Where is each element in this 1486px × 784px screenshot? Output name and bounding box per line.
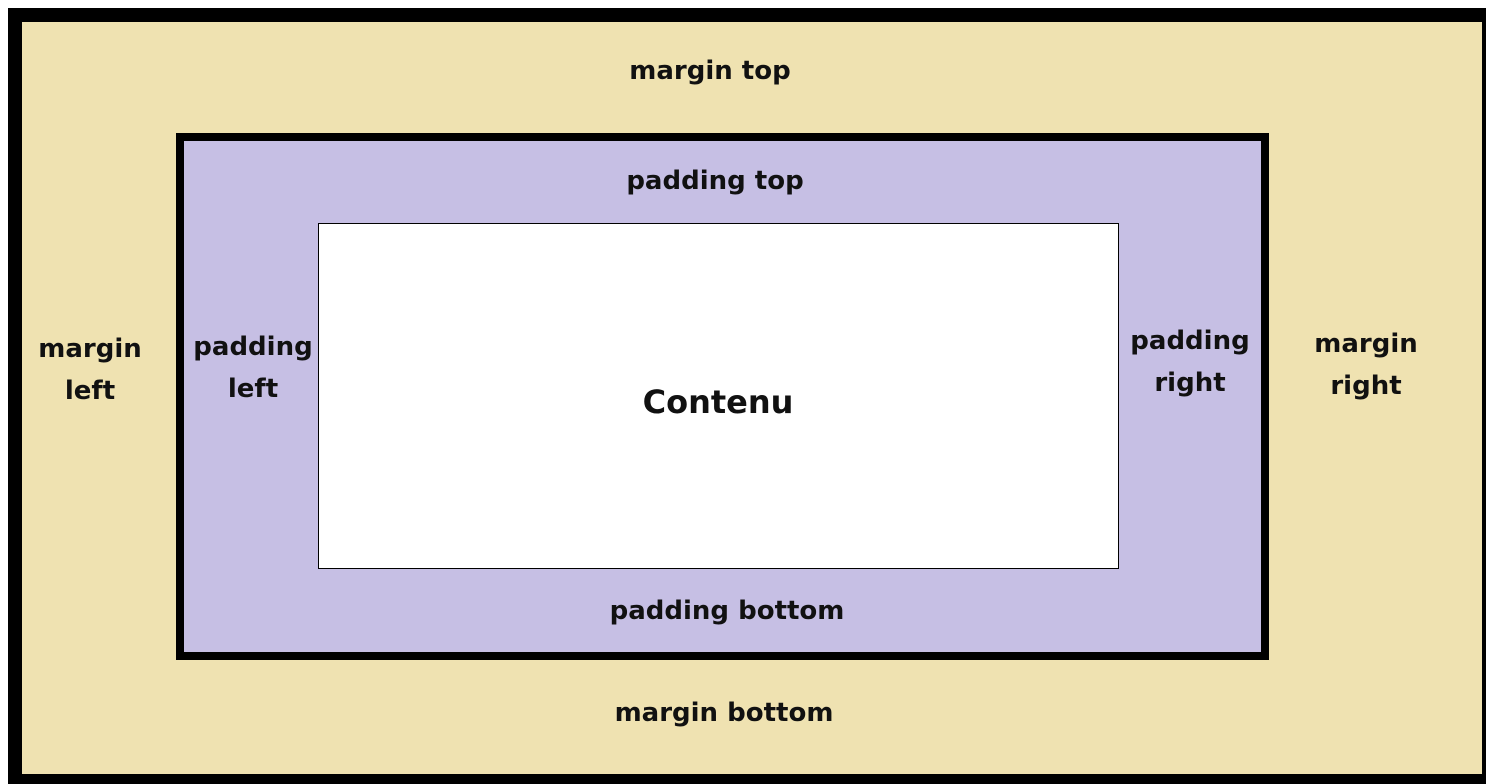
padding-left-label: padding left bbox=[193, 332, 313, 404]
content-label: Contenu bbox=[642, 383, 794, 421]
margin-top-label: margin top bbox=[629, 56, 791, 86]
content-area bbox=[318, 223, 1119, 569]
margin-left-label: margin left bbox=[38, 334, 142, 406]
padding-bottom-label: padding bottom bbox=[609, 596, 845, 626]
margin-bottom-label: margin bottom bbox=[614, 698, 834, 728]
margin-right-label: margin right bbox=[1314, 329, 1418, 401]
padding-right-label: padding right bbox=[1130, 326, 1250, 398]
padding-top-label: padding top bbox=[626, 166, 804, 196]
